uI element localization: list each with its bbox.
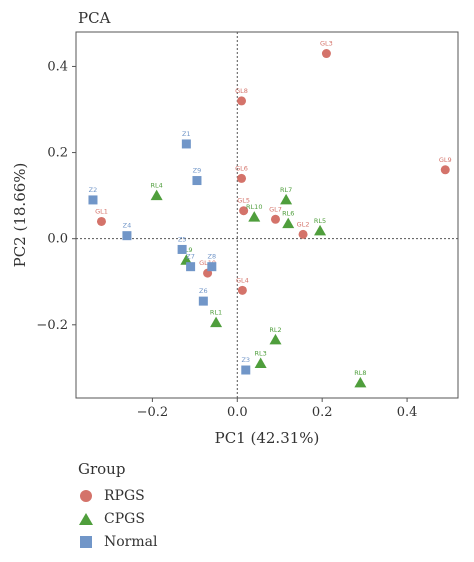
data-point-rpgs	[237, 285, 247, 295]
point-label-rpgs: GL1	[95, 207, 108, 215]
square-marker-icon	[78, 534, 94, 550]
data-point-rpgs	[440, 165, 450, 175]
data-point-normal	[177, 244, 187, 254]
data-point-cpgs	[210, 316, 223, 328]
data-point-cpgs	[314, 224, 327, 236]
point-label-cpgs: RL7	[280, 186, 292, 194]
legend-item-cpgs: CPGS	[78, 507, 157, 530]
data-point-cpgs	[282, 217, 295, 229]
legend-label-cpgs: CPGS	[104, 510, 145, 527]
data-point-cpgs	[248, 211, 261, 222]
circle-marker-icon	[78, 488, 94, 504]
point-label-rpgs: GL2	[297, 220, 310, 228]
point-label-normal: Z8	[208, 253, 217, 261]
data-point-cpgs	[269, 333, 282, 345]
data-point-normal	[181, 139, 191, 149]
data-point-cpgs	[150, 189, 163, 201]
legend: Group RPGS CPGS Normal	[78, 460, 157, 553]
data-point-rpgs	[270, 214, 280, 224]
legend-item-rpgs: RPGS	[78, 484, 157, 507]
data-point-cpgs	[354, 376, 367, 388]
legend-label-normal: Normal	[104, 533, 158, 550]
data-point-cpgs	[254, 357, 267, 369]
data-point-rpgs	[237, 96, 247, 106]
data-point-rpgs	[239, 206, 249, 216]
data-point-normal	[241, 365, 251, 375]
point-label-normal: Z7	[186, 253, 195, 261]
point-label-rpgs: GL4	[236, 276, 249, 284]
x-tick-label: −0.2	[137, 405, 169, 420]
plot-panel-border	[75, 31, 459, 399]
x-tick-label: 0.0	[227, 405, 248, 420]
data-point-rpgs	[298, 229, 308, 239]
legend-label-rpgs: RPGS	[104, 487, 145, 504]
legend-title: Group	[78, 460, 126, 478]
data-point-normal	[198, 296, 208, 306]
x-tick-label: 0.4	[397, 405, 418, 420]
y-axis-label: PC2 (18.66%)	[11, 163, 29, 268]
data-point-cpgs	[180, 254, 193, 265]
data-point-cpgs	[280, 193, 293, 205]
y-tick-label: −0.2	[36, 318, 68, 333]
point-label-normal: Z2	[89, 186, 98, 194]
x-tick-label: 0.2	[312, 405, 333, 420]
data-point-normal	[122, 231, 132, 241]
point-label-normal: Z3	[241, 356, 250, 364]
point-label-cpgs: RL3	[254, 350, 266, 358]
point-label-normal: Z5	[178, 235, 187, 243]
data-point-normal	[186, 262, 196, 272]
point-label-cpgs: RL2	[269, 326, 281, 334]
y-tick-label: 0.2	[47, 146, 68, 161]
chart-title: PCA	[78, 9, 111, 27]
point-label-cpgs: RL4	[151, 182, 163, 190]
point-label-cpgs: RL8	[354, 369, 366, 377]
point-label-cpgs: RL10	[246, 203, 262, 211]
point-label-rpgs: GL6	[235, 164, 248, 172]
point-label-cpgs: RL5	[314, 217, 326, 225]
point-label-rpgs: GL5	[237, 197, 250, 205]
point-label-normal: Z9	[193, 167, 202, 175]
x-axis-label: PC1 (42.31%)	[215, 429, 320, 447]
data-point-normal	[88, 195, 98, 205]
point-label-cpgs: RL6	[282, 210, 294, 218]
data-point-rpgs	[237, 173, 247, 183]
data-point-normal	[192, 176, 202, 186]
data-point-normal	[207, 262, 217, 272]
point-label-rpgs: GL3	[320, 40, 333, 48]
y-tick-label: 0.0	[47, 232, 68, 247]
point-label-rpgs: GL9	[439, 156, 452, 164]
point-label-rpgs: GL8	[235, 87, 248, 95]
data-point-rpgs	[96, 216, 106, 226]
point-label-cpgs: RL1	[210, 309, 222, 317]
point-label-normal: Z4	[123, 222, 132, 230]
y-tick-label: 0.4	[47, 59, 68, 74]
legend-item-normal: Normal	[78, 530, 157, 553]
point-label-rpgs: GL7	[269, 205, 282, 213]
triangle-marker-icon	[78, 511, 94, 527]
point-label-normal: Z1	[182, 130, 191, 138]
point-label-normal: Z6	[199, 287, 208, 295]
data-point-rpgs	[321, 49, 331, 59]
